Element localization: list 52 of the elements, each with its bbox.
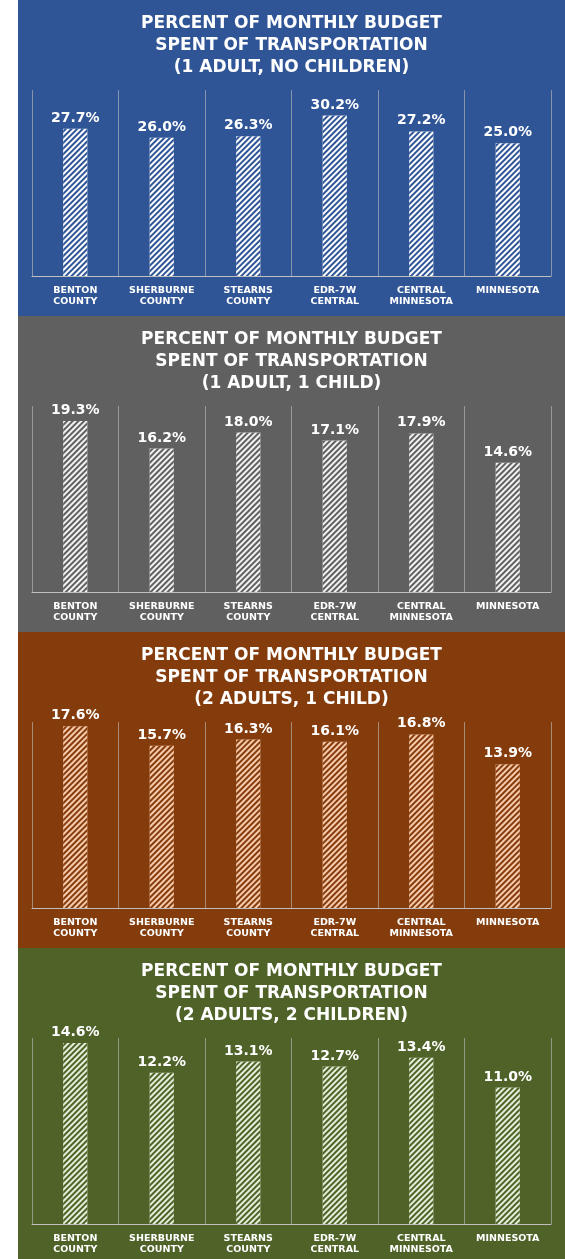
- x-tick-label: MINNESOTA: [476, 284, 541, 295]
- x-tick-label: CENTRAL MINNESOTA: [389, 916, 454, 938]
- data-label: 27.7%: [50, 108, 100, 125]
- data-label: 16.3%: [223, 719, 273, 736]
- x-tick-label: STEARNS COUNTY: [223, 600, 274, 622]
- x-tick-label: MINNESOTA: [476, 600, 541, 611]
- x-tick-label: EDR-7W CENTRAL: [310, 600, 360, 622]
- x-tick-label: EDR-7W CENTRAL: [310, 916, 360, 938]
- x-tick-label: BENTON COUNTY: [53, 600, 98, 622]
- x-tick-label: STEARNS COUNTY: [223, 1232, 274, 1254]
- x-tick-label: STEARNS COUNTY: [223, 916, 274, 938]
- data-label: 13.1%: [223, 1041, 273, 1058]
- x-tick-label: CENTRAL MINNESOTA: [389, 600, 454, 622]
- data-label: 27.2%: [396, 111, 446, 128]
- data-label: 14.6%: [483, 442, 533, 459]
- data-label: 17.6%: [50, 706, 100, 723]
- x-tick-label: MINNESOTA: [476, 1232, 541, 1243]
- data-label: 30.2%: [310, 95, 360, 112]
- x-tick-label: BENTON COUNTY: [53, 916, 98, 938]
- x-tick-label: EDR-7W CENTRAL: [310, 284, 360, 306]
- x-tick-label: EDR-7W CENTRAL: [310, 1232, 360, 1254]
- x-tick-label: CENTRAL MINNESOTA: [389, 284, 454, 306]
- chart-title: PERCENT OF MONTHLY BUDGET SPENT OF TRANSPORTATION (1 ADULT, 1 CHILD): [141, 328, 443, 392]
- data-label: 26.3%: [223, 116, 273, 133]
- data-label: 13.4%: [396, 1037, 446, 1054]
- x-tick-label: BENTON COUNTY: [53, 284, 98, 306]
- x-tick-label: BENTON COUNTY: [53, 1232, 98, 1254]
- data-label: 16.8%: [396, 714, 446, 731]
- x-tick-label: MINNESOTA: [476, 916, 541, 927]
- data-label: 12.2%: [137, 1052, 187, 1069]
- data-label: 15.7%: [137, 725, 187, 742]
- x-tick-label: SHERBURNE COUNTY: [129, 1232, 195, 1254]
- data-label: 17.1%: [310, 420, 360, 437]
- chart-title: PERCENT OF MONTHLY BUDGET SPENT OF TRANSPORTATION (2 ADULTS, 2 CHILDREN): [141, 960, 443, 1024]
- chart-title: PERCENT OF MONTHLY BUDGET SPENT OF TRANSPORTATION (1 ADULT, NO CHILDREN): [141, 12, 443, 76]
- data-label: 25.0%: [483, 123, 533, 140]
- data-label: 11.0%: [483, 1067, 533, 1084]
- x-tick-label: SHERBURNE COUNTY: [129, 284, 195, 306]
- data-label: 16.2%: [137, 428, 187, 445]
- data-label: 18.0%: [223, 412, 273, 429]
- data-label: 13.9%: [483, 744, 533, 761]
- x-tick-label: SHERBURNE COUNTY: [129, 916, 195, 938]
- chart-title: PERCENT OF MONTHLY BUDGET SPENT OF TRANSPORTATION (2 ADULTS, 1 CHILD): [141, 644, 443, 708]
- x-tick-label: STEARNS COUNTY: [223, 284, 274, 306]
- data-label: 14.6%: [50, 1022, 100, 1039]
- data-label: 12.7%: [310, 1046, 360, 1063]
- data-label: 19.3%: [50, 401, 100, 418]
- data-label: 16.1%: [310, 721, 360, 738]
- x-tick-label: SHERBURNE COUNTY: [129, 600, 195, 622]
- data-label: 17.9%: [396, 413, 446, 430]
- x-tick-label: CENTRAL MINNESOTA: [389, 1232, 454, 1254]
- data-label: 26.0%: [137, 117, 187, 134]
